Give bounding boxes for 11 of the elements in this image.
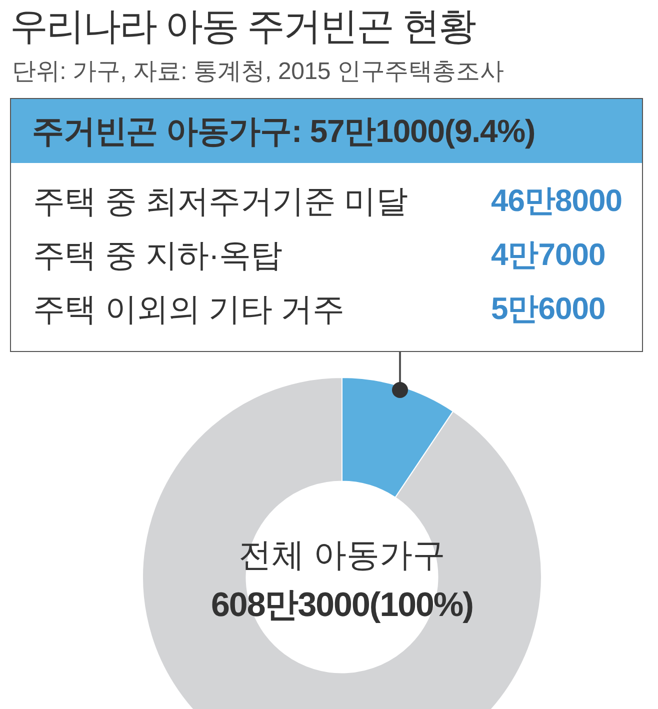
text: 주택 이외의 기타 거주: [33, 290, 344, 328]
text: 주택 중 지하·옥탑: [33, 236, 282, 274]
text: 5만6000: [491, 290, 606, 328]
text: 전체 아동가구: [237, 535, 447, 575]
chart-title: 우리나라 아동 주거빈곤 현황: [10, 5, 476, 50]
text: 46만8000: [491, 182, 622, 220]
text: 주거빈곤 아동가구: 57만1000(9.4%): [32, 112, 536, 151]
text: 주택 중 최저주거기준 미달: [33, 182, 408, 220]
text: 608만3000(100%): [210, 585, 474, 626]
chart-subtitle: 단위: 가구, 자료: 통계청, 2015 인구주택총조사: [12, 57, 504, 87]
text: 4만7000: [491, 236, 606, 274]
